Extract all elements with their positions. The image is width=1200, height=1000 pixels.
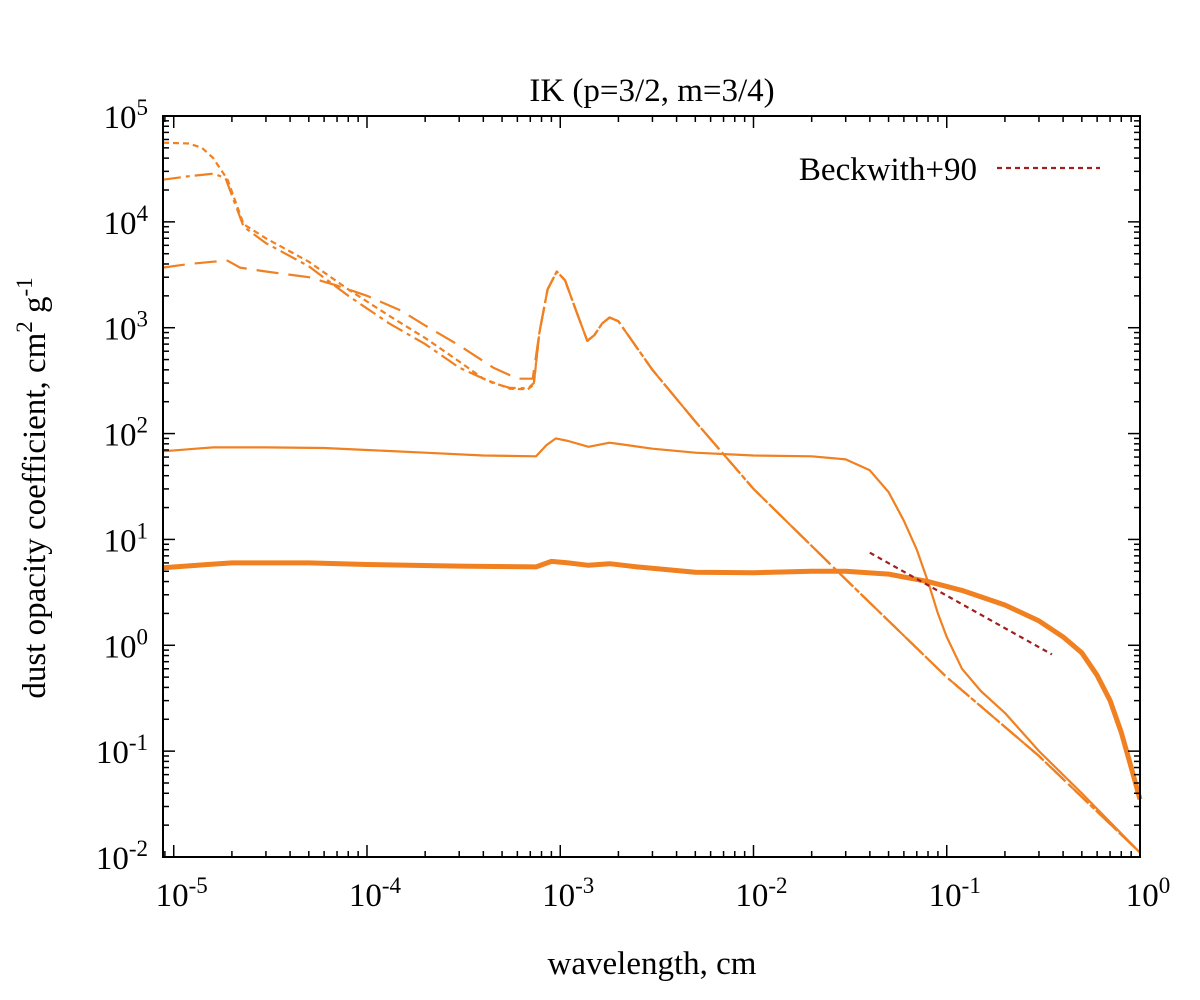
y-tick-label-base: 10 xyxy=(104,523,137,559)
y-tick-label-exp: -2 xyxy=(129,836,148,861)
series-layer xyxy=(162,141,1143,854)
y-axis-title-sup2: -1 xyxy=(12,277,37,296)
y-tick-label-base: 10 xyxy=(104,312,137,348)
x-tick-label-base: 10 xyxy=(349,878,382,914)
y-tick-label-exp: 2 xyxy=(137,413,149,438)
x-tick-label-exp: -5 xyxy=(189,873,208,898)
y-tick-label-base: 10 xyxy=(96,841,129,877)
x-tick-label-base: 10 xyxy=(735,878,768,914)
legend-label-beckwith: Beckwith+90 xyxy=(799,152,977,188)
y-tick-label-base: 10 xyxy=(96,735,129,771)
y-tick-label-exp: 4 xyxy=(137,201,149,226)
series-line-6 xyxy=(869,551,1053,656)
x-tick-label-exp: -1 xyxy=(962,873,981,898)
x-tick-label: 10-3 xyxy=(542,873,594,914)
series-line-3 xyxy=(162,259,1141,854)
y-axis-title-sup1: 2 xyxy=(12,321,37,333)
series-line-5 xyxy=(162,558,1143,801)
x-tick-label-exp: -3 xyxy=(575,873,594,898)
x-axis-title: wavelength, cm xyxy=(548,946,757,982)
y-tick-label: 102 xyxy=(104,413,149,454)
y-axis-title: dust opacity coefficient, cm2 g-1 xyxy=(12,277,53,698)
y-tick-label: 10-2 xyxy=(96,836,148,877)
x-tick-label: 10-5 xyxy=(156,873,208,914)
y-axis-title-mid: g xyxy=(17,296,53,321)
y-tick-label-exp: 5 xyxy=(137,95,149,120)
y-tick-label: 105 xyxy=(104,95,149,136)
y-tick-label: 103 xyxy=(104,307,149,348)
legend: Beckwith+90 xyxy=(799,152,1100,188)
y-tick-label-base: 10 xyxy=(104,206,137,242)
y-tick-label-exp: 0 xyxy=(137,624,149,649)
y-tick-label-base: 10 xyxy=(104,629,137,665)
ticks-layer xyxy=(163,115,1141,858)
x-tick-label-base: 10 xyxy=(1126,878,1159,914)
y-tick-label: 10-1 xyxy=(96,730,148,771)
x-tick-label-exp: 0 xyxy=(1159,873,1171,898)
chart-title: IK (p=3/2, m=3/4) xyxy=(529,73,774,109)
x-tick-label-base: 10 xyxy=(156,878,189,914)
x-tick-label: 10-2 xyxy=(735,873,787,914)
y-tick-label-base: 10 xyxy=(104,100,137,136)
y-tick-label-exp: 1 xyxy=(137,518,149,543)
x-tick-label-exp: -4 xyxy=(382,873,402,898)
y-axis-title-base: dust opacity coefficient, cm xyxy=(17,332,53,698)
x-tick-label-exp: -2 xyxy=(768,873,787,898)
y-tick-label: 100 xyxy=(104,624,149,665)
x-tick-label-base: 10 xyxy=(542,878,575,914)
x-tick-label: 10-4 xyxy=(349,873,402,914)
x-tick-label: 10-1 xyxy=(929,873,981,914)
y-tick-label-exp: -1 xyxy=(129,730,148,755)
x-tick-label-base: 10 xyxy=(929,878,962,914)
x-tick-label: 100 xyxy=(1126,873,1171,914)
series-line-4 xyxy=(162,437,1141,854)
tick-labels: 10-5 10-4 10-3 10-2 10-1 10010-210-1100101102… xyxy=(96,95,1170,914)
plot-frame xyxy=(162,115,1141,858)
y-tick-label-exp: 3 xyxy=(137,307,149,332)
y-tick-label: 104 xyxy=(104,201,149,242)
y-tick-label: 101 xyxy=(104,518,149,559)
y-tick-label-base: 10 xyxy=(104,418,137,454)
